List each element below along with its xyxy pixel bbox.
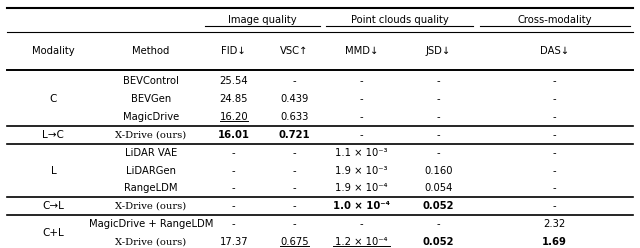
Text: 25.54: 25.54 — [220, 76, 248, 86]
Text: -: - — [232, 166, 236, 176]
Text: JSD↓: JSD↓ — [426, 46, 451, 56]
Text: 1.0 × 10⁻⁴: 1.0 × 10⁻⁴ — [333, 201, 390, 211]
Text: X-Drive (ours): X-Drive (ours) — [115, 202, 186, 211]
Text: -: - — [553, 94, 557, 104]
Text: 0.439: 0.439 — [280, 94, 308, 104]
Text: 0.054: 0.054 — [424, 184, 452, 193]
Text: Modality: Modality — [32, 46, 75, 56]
Text: -: - — [292, 166, 296, 176]
Text: -: - — [232, 184, 236, 193]
Text: RangeLDM: RangeLDM — [124, 184, 177, 193]
Text: -: - — [436, 112, 440, 122]
Text: -: - — [553, 76, 557, 86]
Text: -: - — [292, 184, 296, 193]
Text: 0.721: 0.721 — [278, 130, 310, 140]
Text: DAS↓: DAS↓ — [540, 46, 569, 56]
Text: 1.2 × 10⁻⁴: 1.2 × 10⁻⁴ — [335, 237, 388, 247]
Text: Point clouds quality: Point clouds quality — [351, 15, 449, 25]
Text: -: - — [232, 201, 236, 211]
Text: C→L: C→L — [42, 201, 64, 211]
Text: -: - — [436, 130, 440, 140]
Text: -: - — [436, 148, 440, 158]
Text: -: - — [360, 94, 364, 104]
Text: LiDARGen: LiDARGen — [126, 166, 176, 176]
Text: Image quality: Image quality — [228, 15, 297, 25]
Text: Cross-modality: Cross-modality — [517, 15, 592, 25]
Text: 16.20: 16.20 — [220, 112, 248, 122]
Text: C+L: C+L — [42, 228, 64, 238]
Text: VSC↑: VSC↑ — [280, 46, 308, 56]
Text: 0.160: 0.160 — [424, 166, 452, 176]
Text: 0.633: 0.633 — [280, 112, 308, 122]
Text: 16.01: 16.01 — [218, 130, 250, 140]
Text: BEVControl: BEVControl — [123, 76, 179, 86]
Text: L: L — [51, 166, 56, 176]
Text: 0.052: 0.052 — [422, 201, 454, 211]
Text: 2.32: 2.32 — [543, 219, 566, 229]
Text: -: - — [553, 130, 557, 140]
Text: 1.9 × 10⁻⁴: 1.9 × 10⁻⁴ — [335, 184, 388, 193]
Text: -: - — [436, 219, 440, 229]
Text: -: - — [360, 219, 364, 229]
Text: -: - — [232, 219, 236, 229]
Text: X-Drive (ours): X-Drive (ours) — [115, 130, 186, 139]
Text: -: - — [360, 76, 364, 86]
Text: 1.9 × 10⁻³: 1.9 × 10⁻³ — [335, 166, 388, 176]
Text: -: - — [436, 76, 440, 86]
Text: LiDAR VAE: LiDAR VAE — [125, 148, 177, 158]
Text: Method: Method — [132, 46, 170, 56]
Text: 1.69: 1.69 — [542, 237, 567, 247]
Text: -: - — [436, 94, 440, 104]
Text: MagicDrive: MagicDrive — [123, 112, 179, 122]
Text: L→C: L→C — [42, 130, 64, 140]
Text: -: - — [553, 184, 557, 193]
Text: 0.675: 0.675 — [280, 237, 308, 247]
Text: -: - — [553, 201, 557, 211]
Text: -: - — [553, 112, 557, 122]
Text: C: C — [50, 94, 57, 104]
Text: 17.37: 17.37 — [220, 237, 248, 247]
Text: 1.1 × 10⁻³: 1.1 × 10⁻³ — [335, 148, 388, 158]
Text: -: - — [232, 148, 236, 158]
Text: -: - — [292, 201, 296, 211]
Text: 0.052: 0.052 — [422, 237, 454, 247]
Text: FID↓: FID↓ — [221, 46, 246, 56]
Text: -: - — [553, 166, 557, 176]
Text: X-Drive (ours): X-Drive (ours) — [115, 238, 186, 247]
Text: MagicDrive + RangeLDM: MagicDrive + RangeLDM — [88, 219, 213, 229]
Text: -: - — [292, 219, 296, 229]
Text: -: - — [292, 76, 296, 86]
Text: -: - — [360, 112, 364, 122]
Text: -: - — [292, 148, 296, 158]
Text: -: - — [360, 130, 364, 140]
Text: BEVGen: BEVGen — [131, 94, 171, 104]
Text: -: - — [553, 148, 557, 158]
Text: 24.85: 24.85 — [220, 94, 248, 104]
Text: MMD↓: MMD↓ — [345, 46, 378, 56]
